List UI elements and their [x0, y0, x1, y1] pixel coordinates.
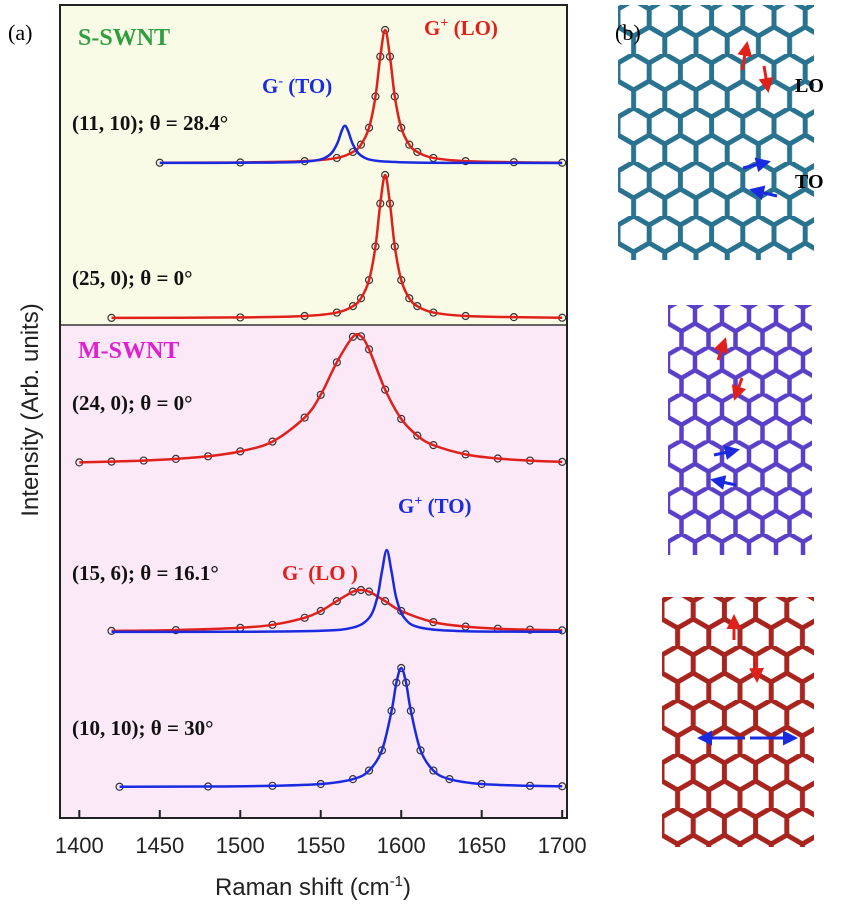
tube [618, 5, 814, 260]
y-axis-label: Intensity (Arb. units) [17, 303, 44, 516]
peak-name: G [398, 494, 414, 518]
peak-mode: (LO) [448, 16, 498, 40]
peak-mode: (TO) [422, 494, 471, 518]
arrow [756, 655, 757, 680]
x-tick-label: 1450 [135, 833, 184, 858]
group-label: S-SWNT [78, 25, 170, 51]
x-axis-label-sup: -1 [390, 873, 403, 890]
mode-label: TO [795, 171, 824, 193]
peak-annotation: G+ (LO) [424, 16, 498, 40]
x-tick-label: 1400 [55, 833, 104, 858]
mode-label: LO [795, 75, 824, 97]
peak-name: G [282, 561, 298, 585]
peak-annotation: G- (LO ) [282, 561, 358, 585]
spectrum-label: (10, 10); θ = 30° [72, 716, 214, 740]
x-tick-label: 1500 [216, 833, 265, 858]
peak-mode: (LO ) [303, 561, 358, 585]
peak-annotation: G- (TO) [262, 74, 332, 98]
tube [668, 305, 812, 555]
spectrum-label: (15, 6); θ = 16.1° [72, 561, 219, 585]
spectrum-label: (25, 0); θ = 0° [72, 266, 193, 290]
tube [662, 597, 814, 847]
x-tick-label: 1650 [457, 833, 506, 858]
x-axis-label: Raman shift (cm-1) [215, 873, 411, 901]
group-label: M-SWNT [78, 338, 179, 364]
x-tick-label: 1600 [377, 833, 426, 858]
x-tick-label: 1700 [538, 833, 587, 858]
spectrum-label: (24, 0); θ = 0° [72, 391, 193, 415]
peak-mode: (TO) [283, 74, 332, 98]
panel-label: (a) [8, 20, 32, 45]
peak-name: G [262, 74, 278, 98]
nanotube-drawings [618, 5, 814, 847]
peak-sup: + [440, 16, 448, 31]
x-tick-label: 1550 [296, 833, 345, 858]
peak-sup: + [414, 494, 422, 509]
peak-annotation: G+ (TO) [398, 494, 472, 518]
x-axis-label-rest: ) [403, 874, 411, 901]
peak-name: G [424, 16, 440, 40]
panel-label: (b) [615, 20, 641, 45]
spectrum-label: (11, 10); θ = 28.4° [72, 111, 228, 135]
x-axis-label-text: Raman shift (cm [215, 874, 390, 901]
figure: (a) (b) LO TO Intensity (Arb. units) Ram… [0, 0, 862, 907]
